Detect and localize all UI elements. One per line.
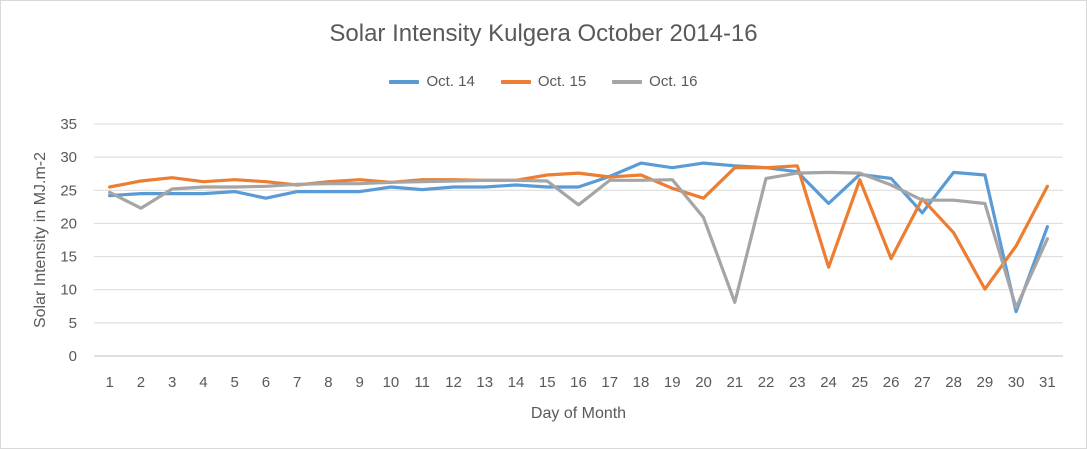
legend-label: Oct. 16	[649, 73, 698, 90]
x-tick-label: 24	[820, 374, 837, 391]
x-tick-label: 3	[168, 374, 176, 391]
legend-swatch	[612, 79, 643, 84]
x-tick-label: 26	[883, 374, 900, 391]
legend-swatch	[500, 79, 531, 84]
chart-legend: Oct. 14 Oct. 15 Oct. 16	[0, 73, 1087, 90]
x-tick-label: 31	[1039, 374, 1056, 391]
y-axis-title: Solar Intensity in MJ.m-2	[32, 152, 49, 328]
x-tick-label: 7	[293, 374, 301, 391]
x-tick-label: 1	[105, 374, 113, 391]
x-tick-label: 30	[1008, 374, 1025, 391]
x-tick-label: 2	[137, 374, 145, 391]
y-tick-label: 20	[60, 215, 77, 232]
x-tick-label: 15	[539, 374, 556, 391]
x-tick-label: 16	[570, 374, 587, 391]
legend-item: Oct. 15	[500, 73, 587, 90]
x-tick-label: 29	[977, 374, 994, 391]
x-tick-label: 28	[945, 374, 962, 391]
y-tick-label: 0	[69, 348, 77, 365]
x-tick-label: 17	[601, 374, 618, 391]
series-line-oct-15	[107, 164, 1050, 291]
x-tick-label: 9	[356, 374, 364, 391]
chart-title: Solar Intensity Kulgera October 2014-16	[329, 20, 758, 47]
series-line-oct-14	[107, 161, 1050, 314]
x-tick-label: 23	[789, 374, 806, 391]
legend-item: Oct. 16	[612, 73, 698, 90]
x-tick-label: 20	[695, 374, 712, 391]
x-tick-label: 4	[199, 374, 207, 391]
series-line-oct-16	[107, 170, 1050, 310]
x-axis-title: Day of Month	[531, 405, 626, 422]
x-tick-label: 6	[262, 374, 270, 391]
x-tick-label: 14	[508, 374, 525, 391]
legend-label: Oct. 15	[537, 73, 587, 90]
x-tick-label: 10	[383, 374, 400, 391]
x-tick-label: 25	[851, 374, 868, 391]
legend-swatch	[389, 79, 420, 84]
y-tick-label: 35	[60, 116, 77, 133]
legend-item: Oct. 14	[389, 73, 475, 90]
y-tick-label: 15	[60, 249, 77, 266]
x-tick-label: 21	[726, 374, 743, 391]
y-tick-label: 25	[60, 182, 77, 199]
x-tick-label: 18	[633, 374, 650, 391]
x-tick-label: 22	[758, 374, 775, 391]
x-tick-label: 11	[414, 374, 430, 391]
x-tick-label: 5	[230, 374, 238, 391]
x-tick-label: 12	[445, 374, 462, 391]
x-tick-label: 27	[914, 374, 931, 391]
x-tick-label: 19	[664, 374, 681, 391]
legend-label: Oct. 14	[426, 73, 475, 90]
y-tick-label: 10	[60, 282, 77, 299]
y-tick-label: 5	[69, 315, 77, 332]
x-tick-label: 8	[324, 374, 332, 391]
y-tick-label: 30	[60, 149, 77, 166]
x-tick-label: 13	[476, 374, 493, 391]
